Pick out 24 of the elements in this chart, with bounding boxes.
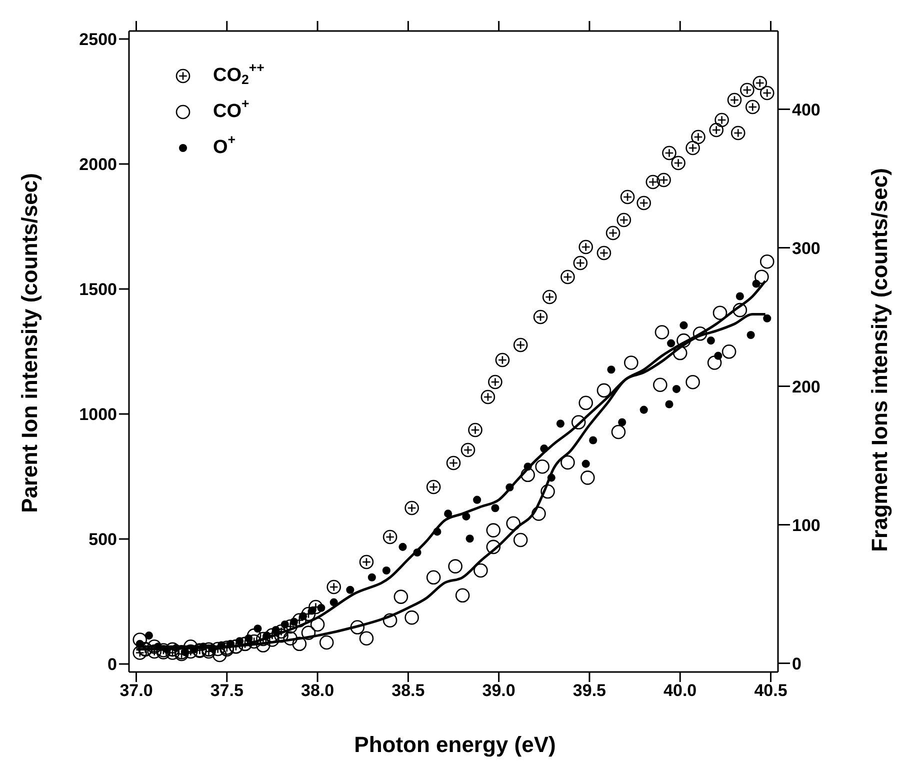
x-tick-label: 40.5 (754, 681, 788, 700)
y2-tick-label: 300 (792, 238, 820, 258)
y2-tick-label: 400 (792, 100, 820, 120)
y2-axis-title: Fragment Ions intensity (counts/sec) (867, 168, 893, 552)
y2-tick-label: 0 (792, 654, 802, 674)
x-tick-label: 38.0 (300, 681, 334, 700)
x-tick-label: 37.0 (120, 681, 153, 700)
x-tick-label: 38.5 (392, 681, 425, 700)
y-tick-label: 1500 (79, 280, 117, 300)
y-axis-title: Parent Ion intensity (counts/sec) (17, 173, 43, 513)
legend-label: CO$^{+}$ (213, 96, 250, 122)
x-axis-title: Photon energy (eV) (354, 732, 556, 758)
y-tick-label: 500 (88, 530, 117, 550)
y2-tick-label: 200 (792, 377, 820, 396)
x-tick-label: 40.0 (664, 681, 697, 700)
x-tick-label: 37.5 (210, 681, 244, 700)
y-tick-label: 0 (108, 655, 117, 674)
y-tick-label: 1000 (79, 405, 117, 424)
y2-tick-label: 100 (792, 516, 820, 535)
legend-label: O$^{+}$ (213, 132, 236, 158)
x-tick-label: 39.0 (482, 681, 516, 700)
y-tick-label: 2500 (79, 30, 117, 50)
x-tick-label: 39.5 (572, 681, 606, 700)
y-tick-label: 2000 (79, 155, 117, 174)
